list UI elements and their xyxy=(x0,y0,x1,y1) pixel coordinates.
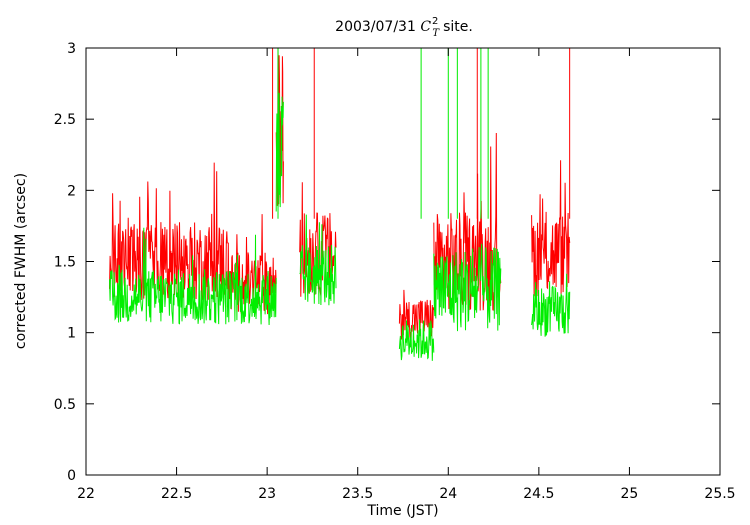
x-tick-label: 24.5 xyxy=(523,486,554,502)
x-axis-label: Time (JST) xyxy=(366,503,438,519)
y-tick-label: 0.5 xyxy=(54,397,76,413)
y-tick-label: 2.5 xyxy=(54,112,76,128)
title-superscript: 2 xyxy=(432,16,438,27)
tick-layer: 22 22.5 23 23.5 24 24.5 25 25.500.511.522.53 xyxy=(54,41,736,502)
green-series-line xyxy=(433,243,502,332)
y-tick-label: 0 xyxy=(67,468,76,484)
title-date: 2003/07/31 xyxy=(335,19,416,35)
red-series-line xyxy=(275,48,284,206)
x-tick-label: 22 xyxy=(77,486,95,502)
title-suffix: site. xyxy=(443,19,473,35)
x-tick-label: 23 xyxy=(258,486,276,502)
x-tick-label: 25 xyxy=(621,486,639,502)
y-tick-label: 3 xyxy=(67,41,76,57)
x-tick-label: 22.5 xyxy=(161,486,192,502)
green-series-line xyxy=(226,234,277,326)
green-series-line xyxy=(299,214,337,306)
y-tick-label: 1.5 xyxy=(54,255,76,271)
red-series-line xyxy=(398,289,435,340)
y-tick-label: 2 xyxy=(67,183,76,199)
title-symbol: C xyxy=(420,19,431,35)
red-series-line xyxy=(109,162,228,301)
x-tick-label: 24 xyxy=(439,486,457,502)
red-series-line xyxy=(531,160,571,297)
y-axis-label: corrected FWHM (arcsec) xyxy=(13,173,29,349)
title-subscript: T xyxy=(432,28,440,39)
x-tick-label: 23.5 xyxy=(342,486,373,502)
x-tick-label: 25.5 xyxy=(704,486,735,502)
y-tick-label: 1 xyxy=(67,326,76,342)
green-series-line xyxy=(398,319,435,361)
green-series-line xyxy=(109,227,228,325)
series-layer xyxy=(109,48,571,361)
green-series-line xyxy=(275,92,284,212)
green-series-line xyxy=(531,273,571,337)
